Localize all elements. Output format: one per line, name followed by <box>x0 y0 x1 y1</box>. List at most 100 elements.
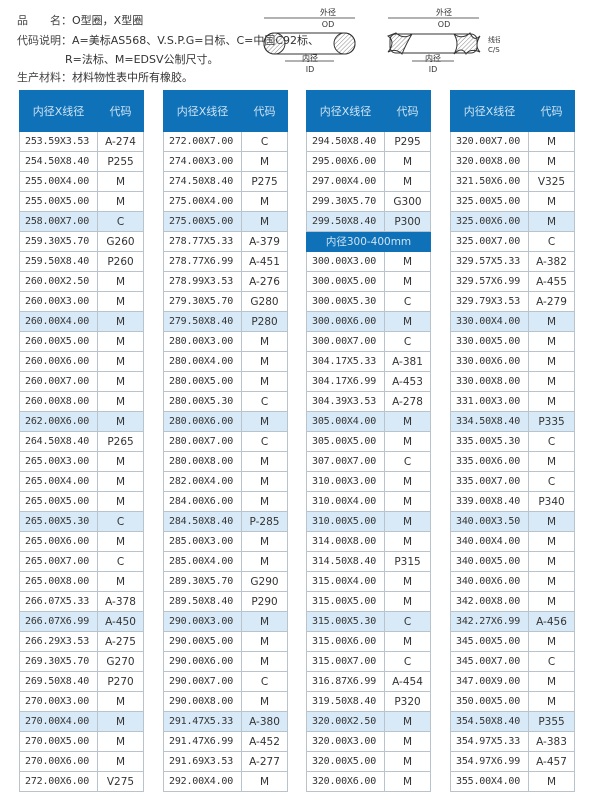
code-cell: A-276 <box>241 271 288 292</box>
table-row: 266.29X3.53 A-275 <box>19 631 144 652</box>
table-header-row: 内径X线径 代码 <box>163 90 288 132</box>
table-row: 320.00X5.00 M <box>306 751 431 772</box>
code-cell: M <box>97 271 144 292</box>
size-cell: 315.00X7.00 <box>306 651 385 672</box>
code-cell: G270 <box>97 651 144 672</box>
size-cell: 299.30X5.70 <box>306 191 385 212</box>
code-cell: M <box>384 631 431 652</box>
size-cell: 270.00X4.00 <box>19 711 98 732</box>
code-cell: A-453 <box>384 371 431 392</box>
size-cell: 300.00X3.00 <box>306 251 385 272</box>
code-cell: M <box>384 251 431 272</box>
table-row: 280.00X5.00 M <box>163 371 288 392</box>
table-row: 280.00X3.00 M <box>163 331 288 352</box>
size-cell: 260.00X5.00 <box>19 331 98 352</box>
table-row: 290.00X3.00 M <box>163 611 288 632</box>
table-row: 345.00X7.00 C <box>450 651 575 672</box>
code-cell: M <box>241 611 288 632</box>
table-row: 260.00X7.00 M <box>19 371 144 392</box>
size-cell: 335.00X7.00 <box>450 471 529 492</box>
size-cell: 297.00X4.00 <box>306 171 385 192</box>
code-cell: P315 <box>384 551 431 572</box>
size-cell: 290.00X3.00 <box>163 611 242 632</box>
code-cell: M <box>528 531 575 552</box>
code-header: 代码 <box>241 90 288 132</box>
table-row: 300.00X7.00 C <box>306 331 431 352</box>
code-cell: M <box>97 451 144 472</box>
table-row: 350.00X5.00 M <box>450 691 575 712</box>
code-cell: M <box>384 411 431 432</box>
table-row: 340.00X3.50 M <box>450 511 575 532</box>
code-cell: M <box>384 171 431 192</box>
table-row: 290.00X5.00 M <box>163 631 288 652</box>
size-cell: 270.00X6.00 <box>19 751 98 772</box>
size-cell: 280.00X5.00 <box>163 371 242 392</box>
code-cell: P275 <box>241 171 288 192</box>
size-cell: 330.00X8.00 <box>450 371 529 392</box>
id-cn-label: 内径 <box>302 53 318 63</box>
size-cell: 284.00X6.00 <box>163 491 242 512</box>
cs-cn-label: 线径 <box>488 35 500 44</box>
table-row: 305.00X4.00 M <box>306 411 431 432</box>
od-label: OD <box>438 20 450 29</box>
table-row: 316.87X6.99 A-454 <box>306 671 431 692</box>
table-row: 259.50X8.40 P260 <box>19 251 144 272</box>
product-name-value: O型圈，X型圈 <box>72 14 144 27</box>
code-cell: M <box>97 331 144 352</box>
size-cell: 300.00X7.00 <box>306 331 385 352</box>
code-cell: M <box>528 771 575 792</box>
size-cell: 305.00X5.00 <box>306 431 385 452</box>
code-cell: M <box>97 751 144 772</box>
code-cell: M <box>241 471 288 492</box>
code-cell: M <box>528 691 575 712</box>
table-row: 279.50X8.40 P280 <box>163 311 288 332</box>
table-row: 325.00X7.00 C <box>450 231 575 252</box>
size-cell: 253.59X3.53 <box>19 131 98 152</box>
table-row: 270.00X4.00 M <box>19 711 144 732</box>
code-cell: P270 <box>97 671 144 692</box>
code-cell: C <box>528 471 575 492</box>
code-cell: P260 <box>97 251 144 272</box>
table-row: 258.00X7.00 C <box>19 211 144 232</box>
code-cell: M <box>97 191 144 212</box>
table-row: 292.00X4.00 M <box>163 771 288 792</box>
size-cell: 279.50X8.40 <box>163 311 242 332</box>
size-cell: 315.00X4.00 <box>306 571 385 592</box>
size-cell: 282.00X4.00 <box>163 471 242 492</box>
size-cell: 260.00X6.00 <box>19 351 98 372</box>
table-row: 264.50X8.40 P265 <box>19 431 144 452</box>
table-row: 347.00X9.00 M <box>450 671 575 692</box>
table-row: 265.00X5.30 C <box>19 511 144 532</box>
code-cell: C <box>384 651 431 672</box>
size-cell: 347.00X9.00 <box>450 671 529 692</box>
size-cell: 260.00X4.00 <box>19 311 98 332</box>
table-row: 265.00X4.00 M <box>19 471 144 492</box>
size-cell: 321.50X6.00 <box>450 171 529 192</box>
code-cell: M <box>97 531 144 552</box>
code-cell: P320 <box>384 691 431 712</box>
size-cell: 255.00X5.00 <box>19 191 98 212</box>
od-cn-label: 外径 <box>436 7 452 17</box>
code-cell: P290 <box>241 591 288 612</box>
code-cell: P255 <box>97 151 144 172</box>
code-cell: A-278 <box>384 391 431 412</box>
code-cell: C <box>384 291 431 312</box>
table-row: 280.00X7.00 C <box>163 431 288 452</box>
table-row: 329.79X3.53 A-279 <box>450 291 575 312</box>
table-row: 320.00X8.00 M <box>450 151 575 172</box>
table-row: 297.00X4.00 M <box>306 171 431 192</box>
code-cell: M <box>528 631 575 652</box>
code-cell: G300 <box>384 191 431 212</box>
size-cell: 354.97X6.99 <box>450 751 529 772</box>
material-value: 材料物性表中所有橡胶。 <box>72 71 193 84</box>
code-cell: A-454 <box>384 671 431 692</box>
code-cell: G290 <box>241 571 288 592</box>
size-cell: 279.30X5.70 <box>163 291 242 312</box>
size-cell: 259.50X8.40 <box>19 251 98 272</box>
material: 生产材料：材料物性表中所有橡胶。 <box>17 69 193 85</box>
code-cell: M <box>528 191 575 212</box>
product-name: 品 名：O型圈，X型圈 <box>17 12 143 28</box>
size-cell: 280.00X4.00 <box>163 351 242 372</box>
code-cell: M <box>97 311 144 332</box>
code-cell: A-456 <box>528 611 575 632</box>
